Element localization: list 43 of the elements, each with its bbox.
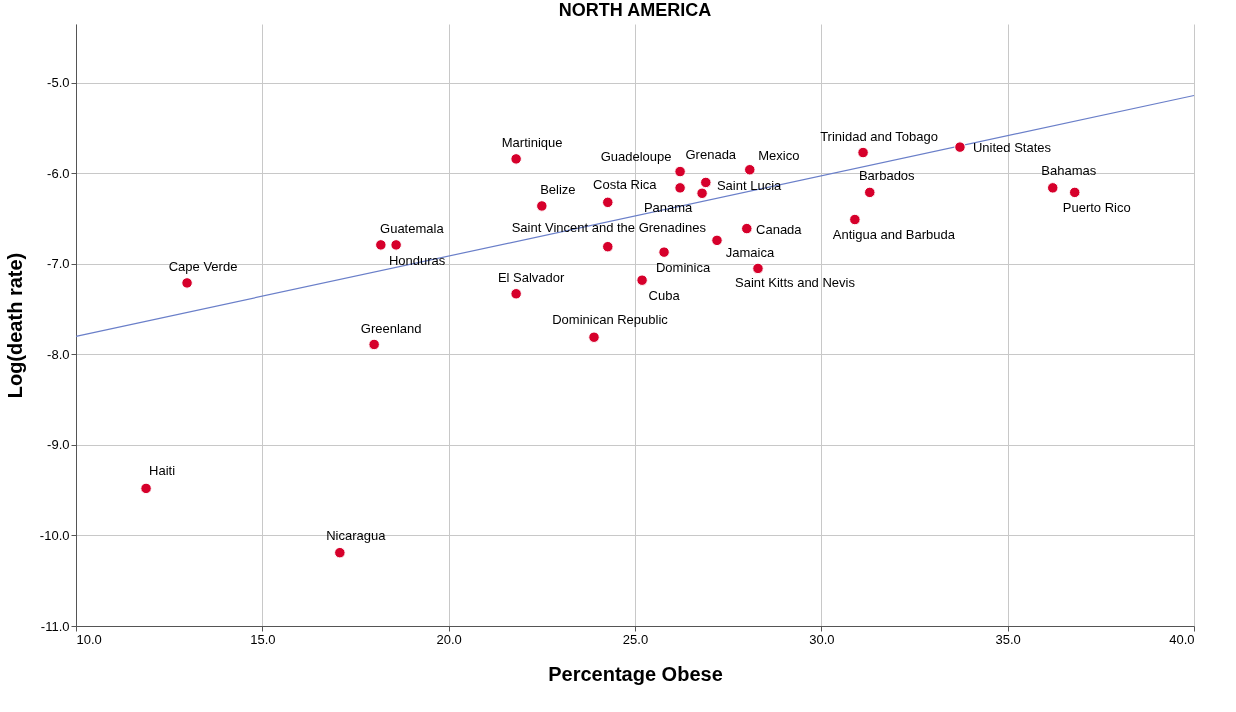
annotation: Costa Rica	[593, 177, 658, 193]
chart-title: NORTH AMERICA	[558, 0, 712, 20]
x-tick-label: 25.0	[622, 631, 649, 647]
x-tick-label: 30.0	[809, 631, 835, 647]
annotation: Mexico	[758, 147, 800, 163]
y-tick-label: -9.0	[47, 437, 70, 453]
annotation: Guadeloupe	[600, 148, 672, 164]
y-tick-label: -11.0	[40, 618, 70, 634]
annotation: United States	[972, 140, 1052, 156]
annotation: Jamaica	[725, 245, 775, 261]
annotation: Grenada	[685, 147, 737, 163]
y-tick-label: -7.0	[47, 256, 70, 272]
annotation: Greenland	[360, 321, 422, 337]
annotation: Belize	[540, 181, 576, 197]
annotation: Dominican Republic	[552, 312, 669, 328]
x-tick-label: 15.0	[250, 631, 276, 647]
annotation: Saint Lucia	[716, 178, 783, 194]
annotation: Martinique	[501, 134, 563, 150]
x-axis-title: Percentage Obese	[548, 662, 723, 685]
annotation: Dominica	[655, 260, 711, 276]
y-axis-title: Log(death rate)	[3, 252, 26, 399]
annotation: Nicaragua	[326, 527, 387, 543]
x-tick-label: 20.0	[436, 631, 462, 647]
annotation: Barbados	[858, 168, 916, 184]
x-tick-label: 35.0	[995, 631, 1021, 647]
y-tick-label: -5.0	[47, 75, 70, 91]
annotation: Haiti	[149, 463, 176, 479]
y-tick-label: -10.0	[39, 527, 70, 543]
x-tick-label: 10.0	[76, 631, 102, 647]
annotation: Cuba	[648, 288, 681, 304]
x-tick-label: 40.0	[1169, 631, 1195, 647]
annotation: Saint Vincent and the Grenadines	[511, 219, 707, 235]
annotation: Antigua and Barbuda	[832, 226, 956, 242]
annotation: Bahamas	[1041, 162, 1097, 178]
annotation: Cape Verde	[168, 258, 238, 274]
annotation: El Salvador	[497, 269, 566, 285]
annotation: Trinidad and Tobago	[820, 128, 938, 144]
annotation: Saint Kitts and Nevis	[735, 275, 856, 291]
y-tick-label: -6.0	[47, 165, 70, 181]
annotation: Puerto Rico	[1062, 200, 1131, 216]
annotation: Canada	[756, 221, 803, 237]
y-tick-label: -8.0	[47, 346, 70, 362]
annotation: Guatemala	[380, 220, 445, 236]
